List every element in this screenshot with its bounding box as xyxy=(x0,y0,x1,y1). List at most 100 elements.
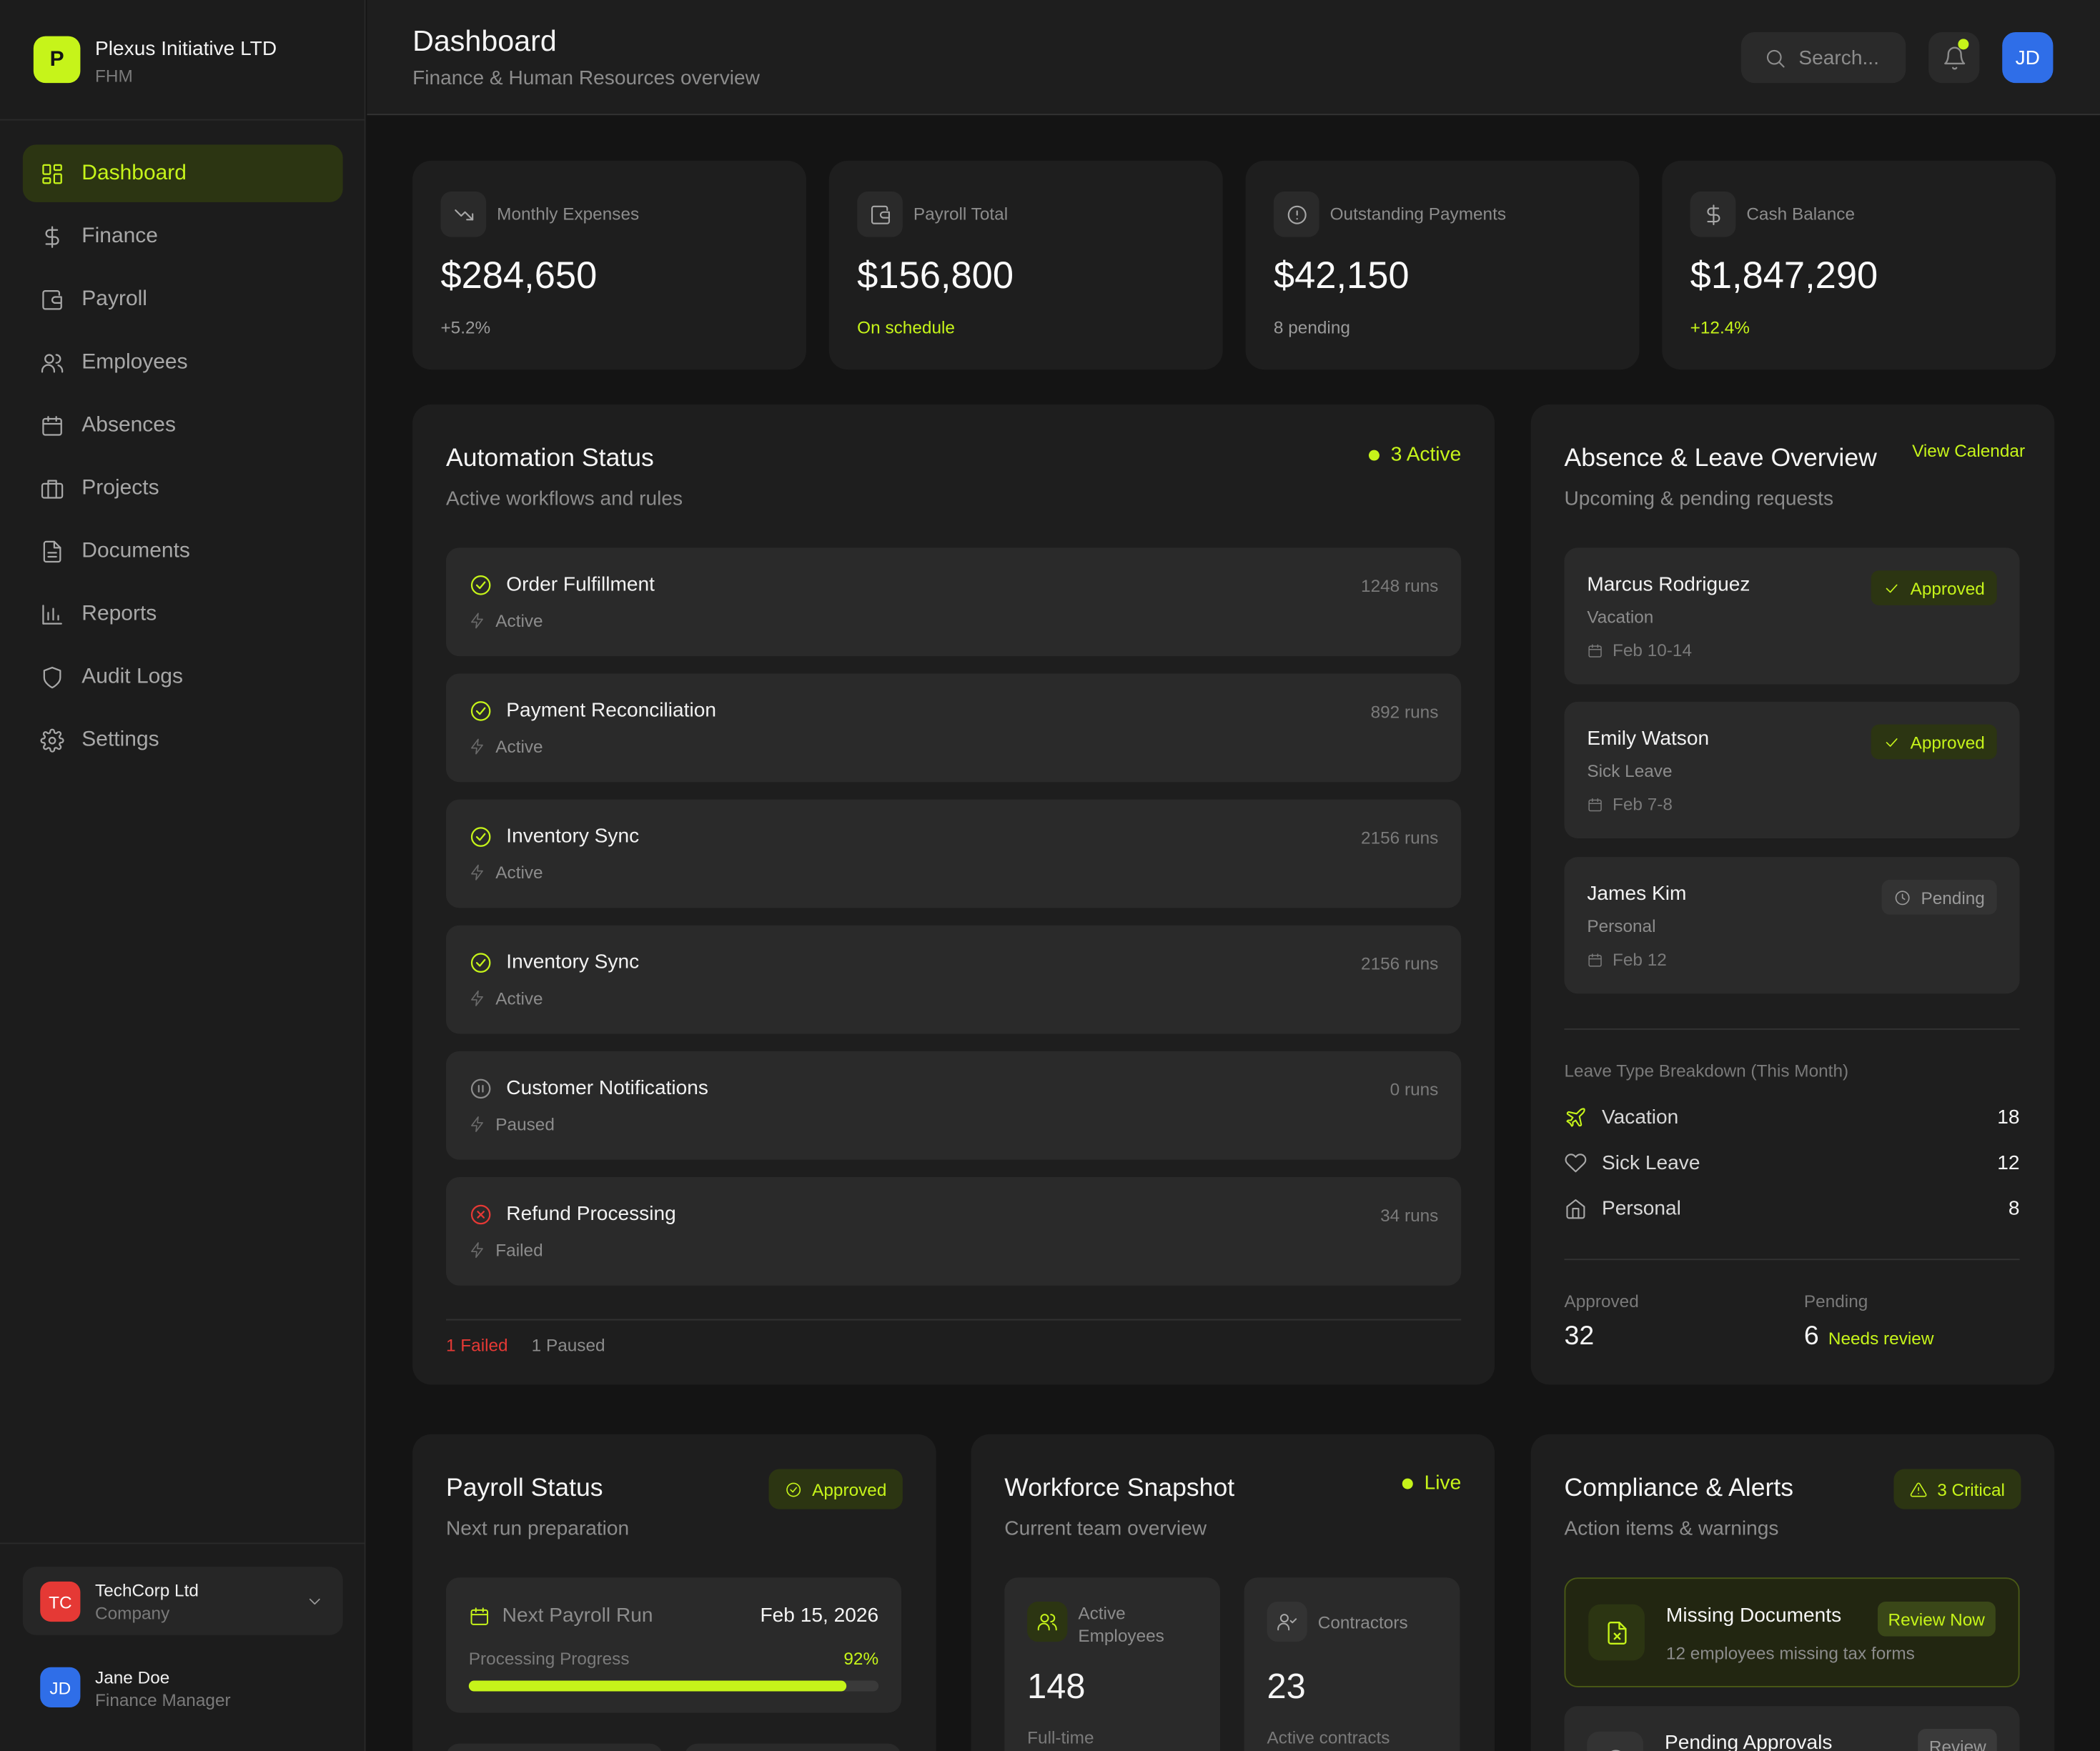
dollar-icon xyxy=(45,225,59,247)
sidebar-item-reports[interactable]: Reports xyxy=(23,585,343,643)
status-badge-label: Pending xyxy=(1921,887,1985,908)
user-check-icon xyxy=(1277,1614,1297,1631)
sidebar-item-employees[interactable]: Employees xyxy=(23,334,343,392)
pending-summary: 6 Needs review xyxy=(1804,1321,1934,1352)
progress-label: Processing Progress xyxy=(468,1648,630,1669)
automation-state-label: Active xyxy=(495,862,543,883)
dollar-icon xyxy=(1706,204,1720,225)
absence-request-row[interactable]: Marcus Rodriguez Vacation Feb 10-14 Appr… xyxy=(1564,547,2020,685)
automation-row[interactable]: Inventory Sync 2156 runs Active xyxy=(445,925,1462,1034)
payroll-sub-box xyxy=(445,1743,663,1751)
sidebar-divider xyxy=(0,1542,366,1544)
automation-row[interactable]: Payment Reconciliation 892 runs Active xyxy=(445,673,1462,783)
contractors-sub: Active contracts xyxy=(1267,1727,1390,1748)
sidebar-item-payroll[interactable]: Payroll xyxy=(23,270,343,328)
search-placeholder: Search... xyxy=(1798,46,1879,69)
sidebar-item-settings[interactable]: Settings xyxy=(23,711,343,769)
badge-label: Live xyxy=(1424,1472,1462,1495)
payroll-status-badge: Approved xyxy=(769,1469,903,1509)
absence-request-row[interactable]: James Kim Personal Feb 12 Pending xyxy=(1564,857,2020,994)
live-dot xyxy=(1402,1478,1414,1489)
document-icon xyxy=(43,540,61,562)
bolt-icon xyxy=(471,1242,483,1259)
employee-name: Emily Watson xyxy=(1587,727,1710,750)
stat-label: Cash Balance xyxy=(1746,203,1856,224)
calendar-icon xyxy=(1588,953,1602,966)
leave-breakdown-row: Sick Leave 12 xyxy=(1565,1151,2020,1174)
chevron-down-icon xyxy=(309,1598,320,1605)
payroll-card: Payroll Status Next run preparation Appr… xyxy=(412,1434,936,1751)
automation-name: Customer Notifications xyxy=(506,1076,708,1100)
next-payroll-text: Next Payroll Run xyxy=(502,1604,653,1627)
automation-row[interactable]: Customer Notifications 0 runs Paused xyxy=(445,1051,1462,1160)
absence-request-row[interactable]: Emily Watson Sick Leave Feb 7-8 Approved xyxy=(1564,701,2020,838)
workforce-title: Workforce Snapshot xyxy=(1004,1474,1235,1503)
failed-count: 1 Failed xyxy=(445,1335,508,1356)
leave-type-label: Sick Leave xyxy=(1601,1151,1700,1175)
automation-state: Failed xyxy=(469,1240,543,1260)
header-avatar[interactable]: JD xyxy=(2002,31,2054,84)
sidebar-item-label: Employees xyxy=(81,349,188,373)
leave-type-count: 18 xyxy=(1997,1106,2020,1129)
leave-type-count: 12 xyxy=(1997,1151,2020,1175)
stat-value: $1,847,290 xyxy=(1690,254,1878,297)
needs-review-link[interactable]: Needs review xyxy=(1828,1328,1934,1349)
review-button[interactable]: Review xyxy=(1918,1728,1997,1751)
leave-type: Vacation xyxy=(1587,606,1654,627)
automation-name: Inventory Sync xyxy=(506,951,640,974)
sidebar-item-finance[interactable]: Finance xyxy=(23,207,343,265)
sidebar-item-documents[interactable]: Documents xyxy=(23,522,343,580)
compliance-card: Compliance & Alerts Action items & warni… xyxy=(1530,1434,2055,1751)
automation-row[interactable]: Order Fulfillment 1248 runs Active xyxy=(445,547,1462,657)
active-count-badge: 3 Active xyxy=(1369,443,1461,466)
automation-row[interactable]: Inventory Sync 2156 runs Active xyxy=(445,799,1462,908)
employee-name: James Kim xyxy=(1587,882,1687,906)
alert-icon-box xyxy=(1587,1731,1644,1751)
automation-state: Active xyxy=(469,610,543,631)
sidebar-item-projects[interactable]: Projects xyxy=(23,460,343,517)
leave-breakdown-row: Vacation 18 xyxy=(1565,1106,2020,1129)
alert-item-missing-documents[interactable]: Missing Documents 12 employees missing t… xyxy=(1564,1577,2020,1687)
sidebar-item-audit-logs[interactable]: Audit Logs xyxy=(23,648,343,706)
review-now-button[interactable]: Review Now xyxy=(1877,1601,1996,1637)
leave-type-label: Personal xyxy=(1601,1197,1681,1220)
bolt-icon xyxy=(471,1116,483,1132)
contractors-label: Contractors xyxy=(1317,1612,1408,1633)
view-calendar-link[interactable]: View Calendar xyxy=(1912,440,2026,461)
alert-item-pending-approvals[interactable]: Pending Approvals Review xyxy=(1564,1706,2020,1751)
sidebar-item-label: Finance xyxy=(81,224,158,247)
stat-label: Payroll Total xyxy=(913,203,1009,224)
status-badge-label: Approved xyxy=(1910,731,1985,753)
payroll-sub-box xyxy=(684,1743,902,1751)
brand-name: Plexus Initiative LTD xyxy=(95,37,277,61)
automation-row[interactable]: Refund Processing 34 runs Failed xyxy=(445,1176,1462,1286)
automation-state-label: Active xyxy=(495,988,543,1008)
automation-runs: 0 runs xyxy=(1390,1079,1439,1100)
clock-icon xyxy=(1609,1749,1621,1751)
check-icon xyxy=(1886,738,1898,746)
trending-down-icon xyxy=(454,209,473,220)
automation-name: Refund Processing xyxy=(506,1202,676,1226)
user-profile[interactable]: JD Jane Doe Finance Manager xyxy=(23,1658,343,1725)
company-avatar: TC xyxy=(40,1581,81,1622)
x-circle-icon xyxy=(470,1204,491,1225)
live-dot xyxy=(1369,450,1380,461)
notifications-button[interactable] xyxy=(1928,31,1980,84)
automation-divider xyxy=(445,1319,1462,1321)
search-input[interactable]: Search... xyxy=(1740,31,1906,84)
automation-subtitle: Active workflows and rules xyxy=(445,487,683,510)
company-switcher[interactable]: TC TechCorp Ltd Company xyxy=(22,1567,343,1635)
brand: P Plexus Initiative LTD FHM xyxy=(0,0,366,121)
sidebar-item-absences[interactable]: Absences xyxy=(23,397,343,455)
approved-label: Approved xyxy=(1564,1291,1639,1311)
users-icon xyxy=(1037,1614,1057,1631)
check-circle-icon xyxy=(470,575,491,595)
warning-icon xyxy=(1911,1482,1928,1497)
alert-icon-box xyxy=(1588,1604,1645,1661)
contractors-tile: Contractors 23 Active contracts xyxy=(1244,1577,1460,1751)
sidebar-item-dashboard[interactable]: Dashboard xyxy=(22,144,343,202)
stat-card-payroll-total: Payroll Total $156,800 On schedule xyxy=(828,160,1223,370)
automation-runs: 2156 runs xyxy=(1361,953,1439,974)
alert-title: Missing Documents xyxy=(1665,1604,1842,1627)
check-icon xyxy=(1886,583,1898,592)
